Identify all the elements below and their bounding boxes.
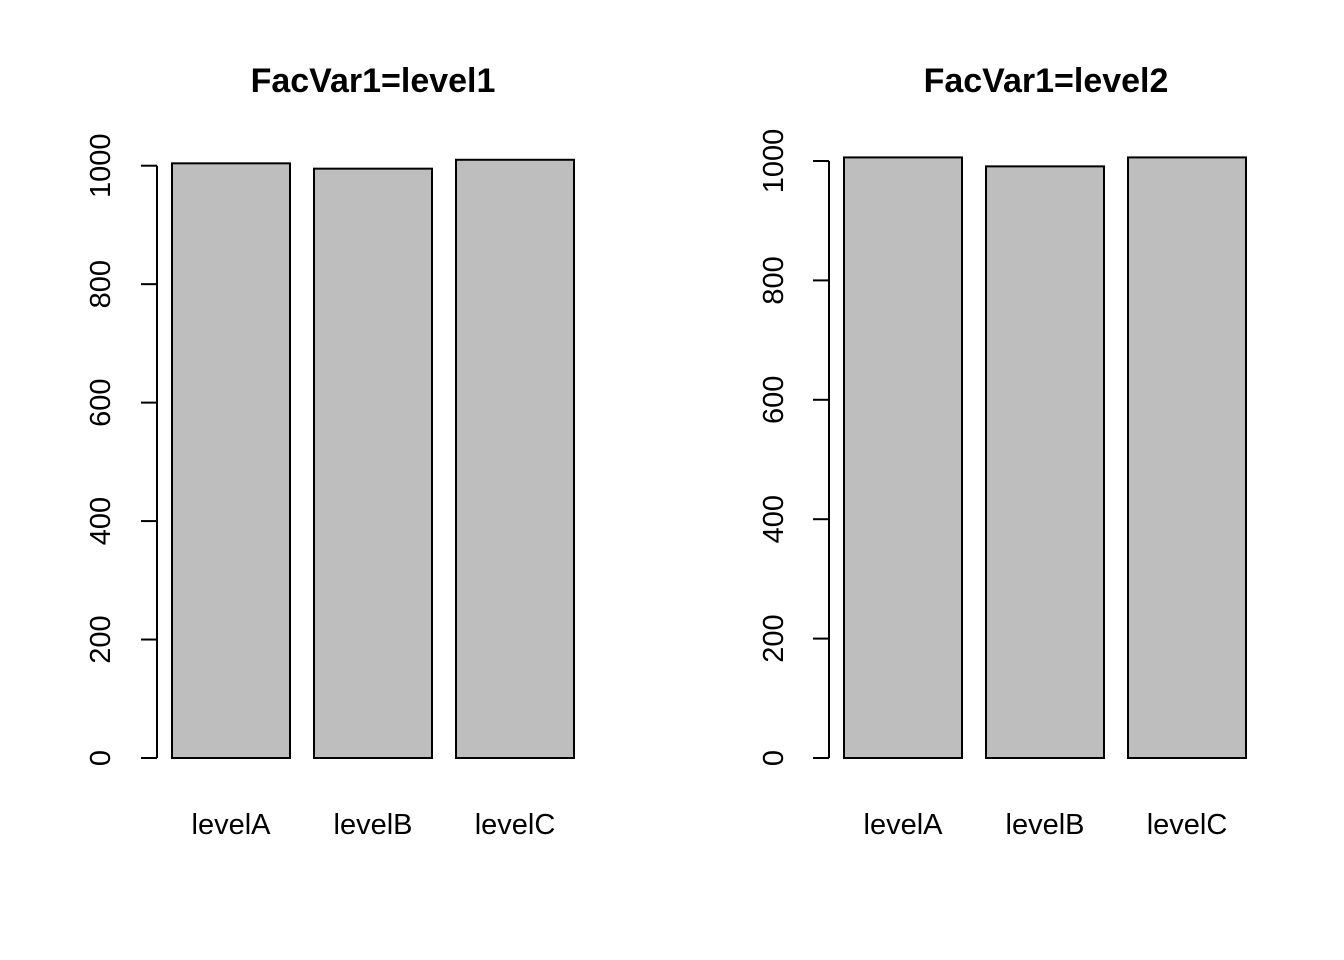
category-labels: levelA levelB levelC — [864, 809, 1228, 841]
y-tick-label: 0 — [85, 750, 117, 766]
bar-levelC — [455, 158, 575, 760]
category-label: levelC — [475, 809, 556, 841]
category-label: levelA — [192, 809, 272, 841]
y-tick-label: 1000 — [758, 129, 790, 194]
panel-title: FacVar1=level2 — [924, 62, 1169, 100]
category-label: levelC — [1147, 809, 1228, 841]
bar-levelA — [171, 162, 291, 759]
bar-levelB — [313, 167, 433, 759]
category-label: levelA — [864, 809, 944, 841]
bar-levelA — [843, 156, 963, 759]
y-tick-label: 400 — [85, 497, 117, 545]
y-tick-label: 400 — [758, 495, 790, 543]
y-tick-label: 800 — [758, 256, 790, 304]
y-axis-ticks: 0 200 400 600 800 1000 — [758, 129, 829, 766]
y-tick-label: 1000 — [85, 133, 117, 198]
panel-title: FacVar1=level1 — [251, 62, 496, 100]
y-tick-label: 600 — [758, 376, 790, 424]
category-label: levelB — [334, 809, 413, 841]
y-tick-label: 800 — [85, 260, 117, 308]
category-labels: levelA levelB levelC — [192, 809, 556, 841]
y-tick-label: 600 — [85, 378, 117, 426]
bars — [171, 158, 575, 760]
bars — [843, 156, 1247, 760]
y-tick-label: 200 — [85, 615, 117, 663]
y-axis-ticks: 0 200 400 600 800 1000 — [85, 133, 157, 766]
y-tick-label: 0 — [758, 750, 790, 766]
bar-levelB — [985, 165, 1105, 760]
bar-levelC — [1127, 156, 1247, 759]
y-tick-label: 200 — [758, 614, 790, 662]
category-label: levelB — [1006, 809, 1085, 841]
